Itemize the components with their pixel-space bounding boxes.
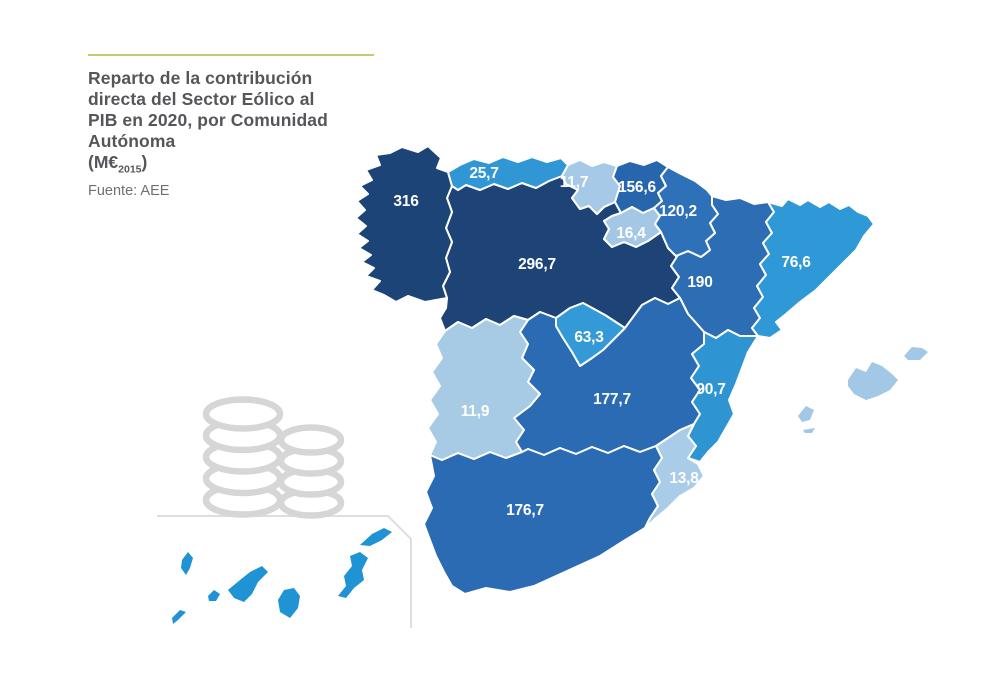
- label-galicia: 316: [393, 193, 419, 210]
- unit-subscript: 2015: [118, 163, 142, 176]
- chart-title-line-4: Autónoma: [88, 131, 176, 151]
- island-tenerife: [228, 566, 268, 602]
- island-mallorca: [848, 362, 898, 400]
- region-canarias: [172, 528, 392, 624]
- region-navarra: [653, 166, 719, 258]
- unit-suffix: ): [141, 152, 148, 172]
- region-murcia: [644, 423, 705, 529]
- island-la-gomera: [208, 590, 220, 601]
- label-castilla-la-mancha: 177,7: [593, 391, 631, 408]
- label-baleares: 0,1: [836, 413, 858, 430]
- island-fuerteventura: [338, 552, 368, 598]
- label-comunidad-valenciana: 90,7: [696, 381, 725, 398]
- chart-title-line-1: Reparto de la contribución: [88, 68, 313, 88]
- label-pais-vasco: 156,6: [618, 179, 656, 196]
- label-castilla-y-leon: 296,7: [518, 256, 556, 273]
- label-andalucia: 176,7: [506, 502, 544, 519]
- chart-unit: (M€2015): [88, 152, 374, 181]
- region-galicia: [355, 145, 453, 303]
- chart-title-line-2: directa del Sector Eólico al: [88, 89, 315, 109]
- regions-layer: [355, 145, 875, 595]
- region-baleares: [798, 347, 928, 433]
- canary-inset-border: [157, 515, 412, 628]
- region-cataluna: [751, 198, 875, 339]
- label-cantabria: 11,7: [560, 174, 589, 191]
- island-ibiza: [798, 406, 814, 422]
- value-labels-layer: 316 25,7 11,7 156,6 120,2 16,4 296,7 190…: [282, 165, 857, 559]
- island-formentera: [803, 428, 815, 433]
- label-la-rioja: 16,4: [616, 225, 646, 242]
- island-lanzarote: [360, 528, 392, 546]
- region-extremadura: [427, 315, 541, 461]
- coins-icon: [202, 396, 345, 519]
- unit-prefix: (M€: [88, 152, 119, 172]
- island-el-hierro: [172, 610, 186, 624]
- label-navarra: 120,2: [659, 203, 697, 220]
- source-label: Fuente: AEE: [88, 182, 170, 199]
- accent-line: [88, 54, 374, 56]
- label-madrid: 63,3: [574, 329, 604, 346]
- region-la-rioja: [603, 206, 662, 248]
- chart-title-line-3: PIB en 2020, por Comunidad: [88, 110, 328, 130]
- label-cataluna: 76,6: [781, 254, 811, 271]
- island-gran-canaria: [278, 588, 300, 618]
- region-madrid: [555, 302, 626, 367]
- region-cantabria: [561, 159, 621, 215]
- label-asturias: 25,7: [469, 165, 498, 182]
- island-menorca: [904, 347, 928, 360]
- island-la-palma: [181, 552, 193, 575]
- region-andalucia: [423, 445, 663, 595]
- label-canarias: 34,2: [282, 542, 311, 559]
- label-murcia: 13,8: [669, 470, 699, 487]
- label-extremadura: 11,9: [461, 403, 490, 420]
- chart-header: Reparto de la contribución directa del S…: [88, 54, 374, 199]
- label-aragon: 190: [687, 274, 712, 291]
